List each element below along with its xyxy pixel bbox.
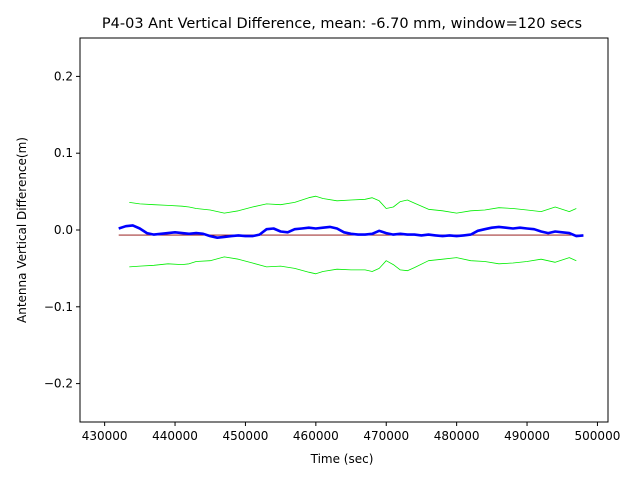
y-axis-ticks: −0.2 −0.1 0.0 0.1 0.2 <box>44 69 80 391</box>
x-tick-label: 500000 <box>575 429 621 443</box>
data-line <box>118 224 584 239</box>
plot-area <box>79 37 609 423</box>
x-tick-label: 470000 <box>363 429 409 443</box>
x-tick-label: 460000 <box>293 429 339 443</box>
upper-band-line <box>129 195 577 214</box>
y-tick-label: −0.2 <box>44 377 73 391</box>
y-tick-label: 0.1 <box>54 146 73 160</box>
y-tick-label: 0.2 <box>54 69 73 83</box>
y-axis-label: Antenna Vertical Difference(m) <box>15 137 29 323</box>
x-axis-label: Time (sec) <box>310 452 374 466</box>
x-tick-label: 450000 <box>223 429 269 443</box>
chart-title: P4-03 Ant Vertical Difference, mean: -6.… <box>102 16 582 32</box>
x-axis-ticks: 430000 440000 450000 460000 470000 480000 4900… <box>82 422 621 443</box>
lower-band-line <box>129 256 577 275</box>
x-tick-label: 480000 <box>434 429 480 443</box>
plot-data <box>118 195 584 275</box>
y-tick-label: 0.0 <box>54 223 73 237</box>
x-tick-label: 440000 <box>152 429 198 443</box>
x-tick-label: 490000 <box>504 429 550 443</box>
y-tick-label: −0.1 <box>44 300 73 314</box>
x-tick-label: 430000 <box>82 429 128 443</box>
